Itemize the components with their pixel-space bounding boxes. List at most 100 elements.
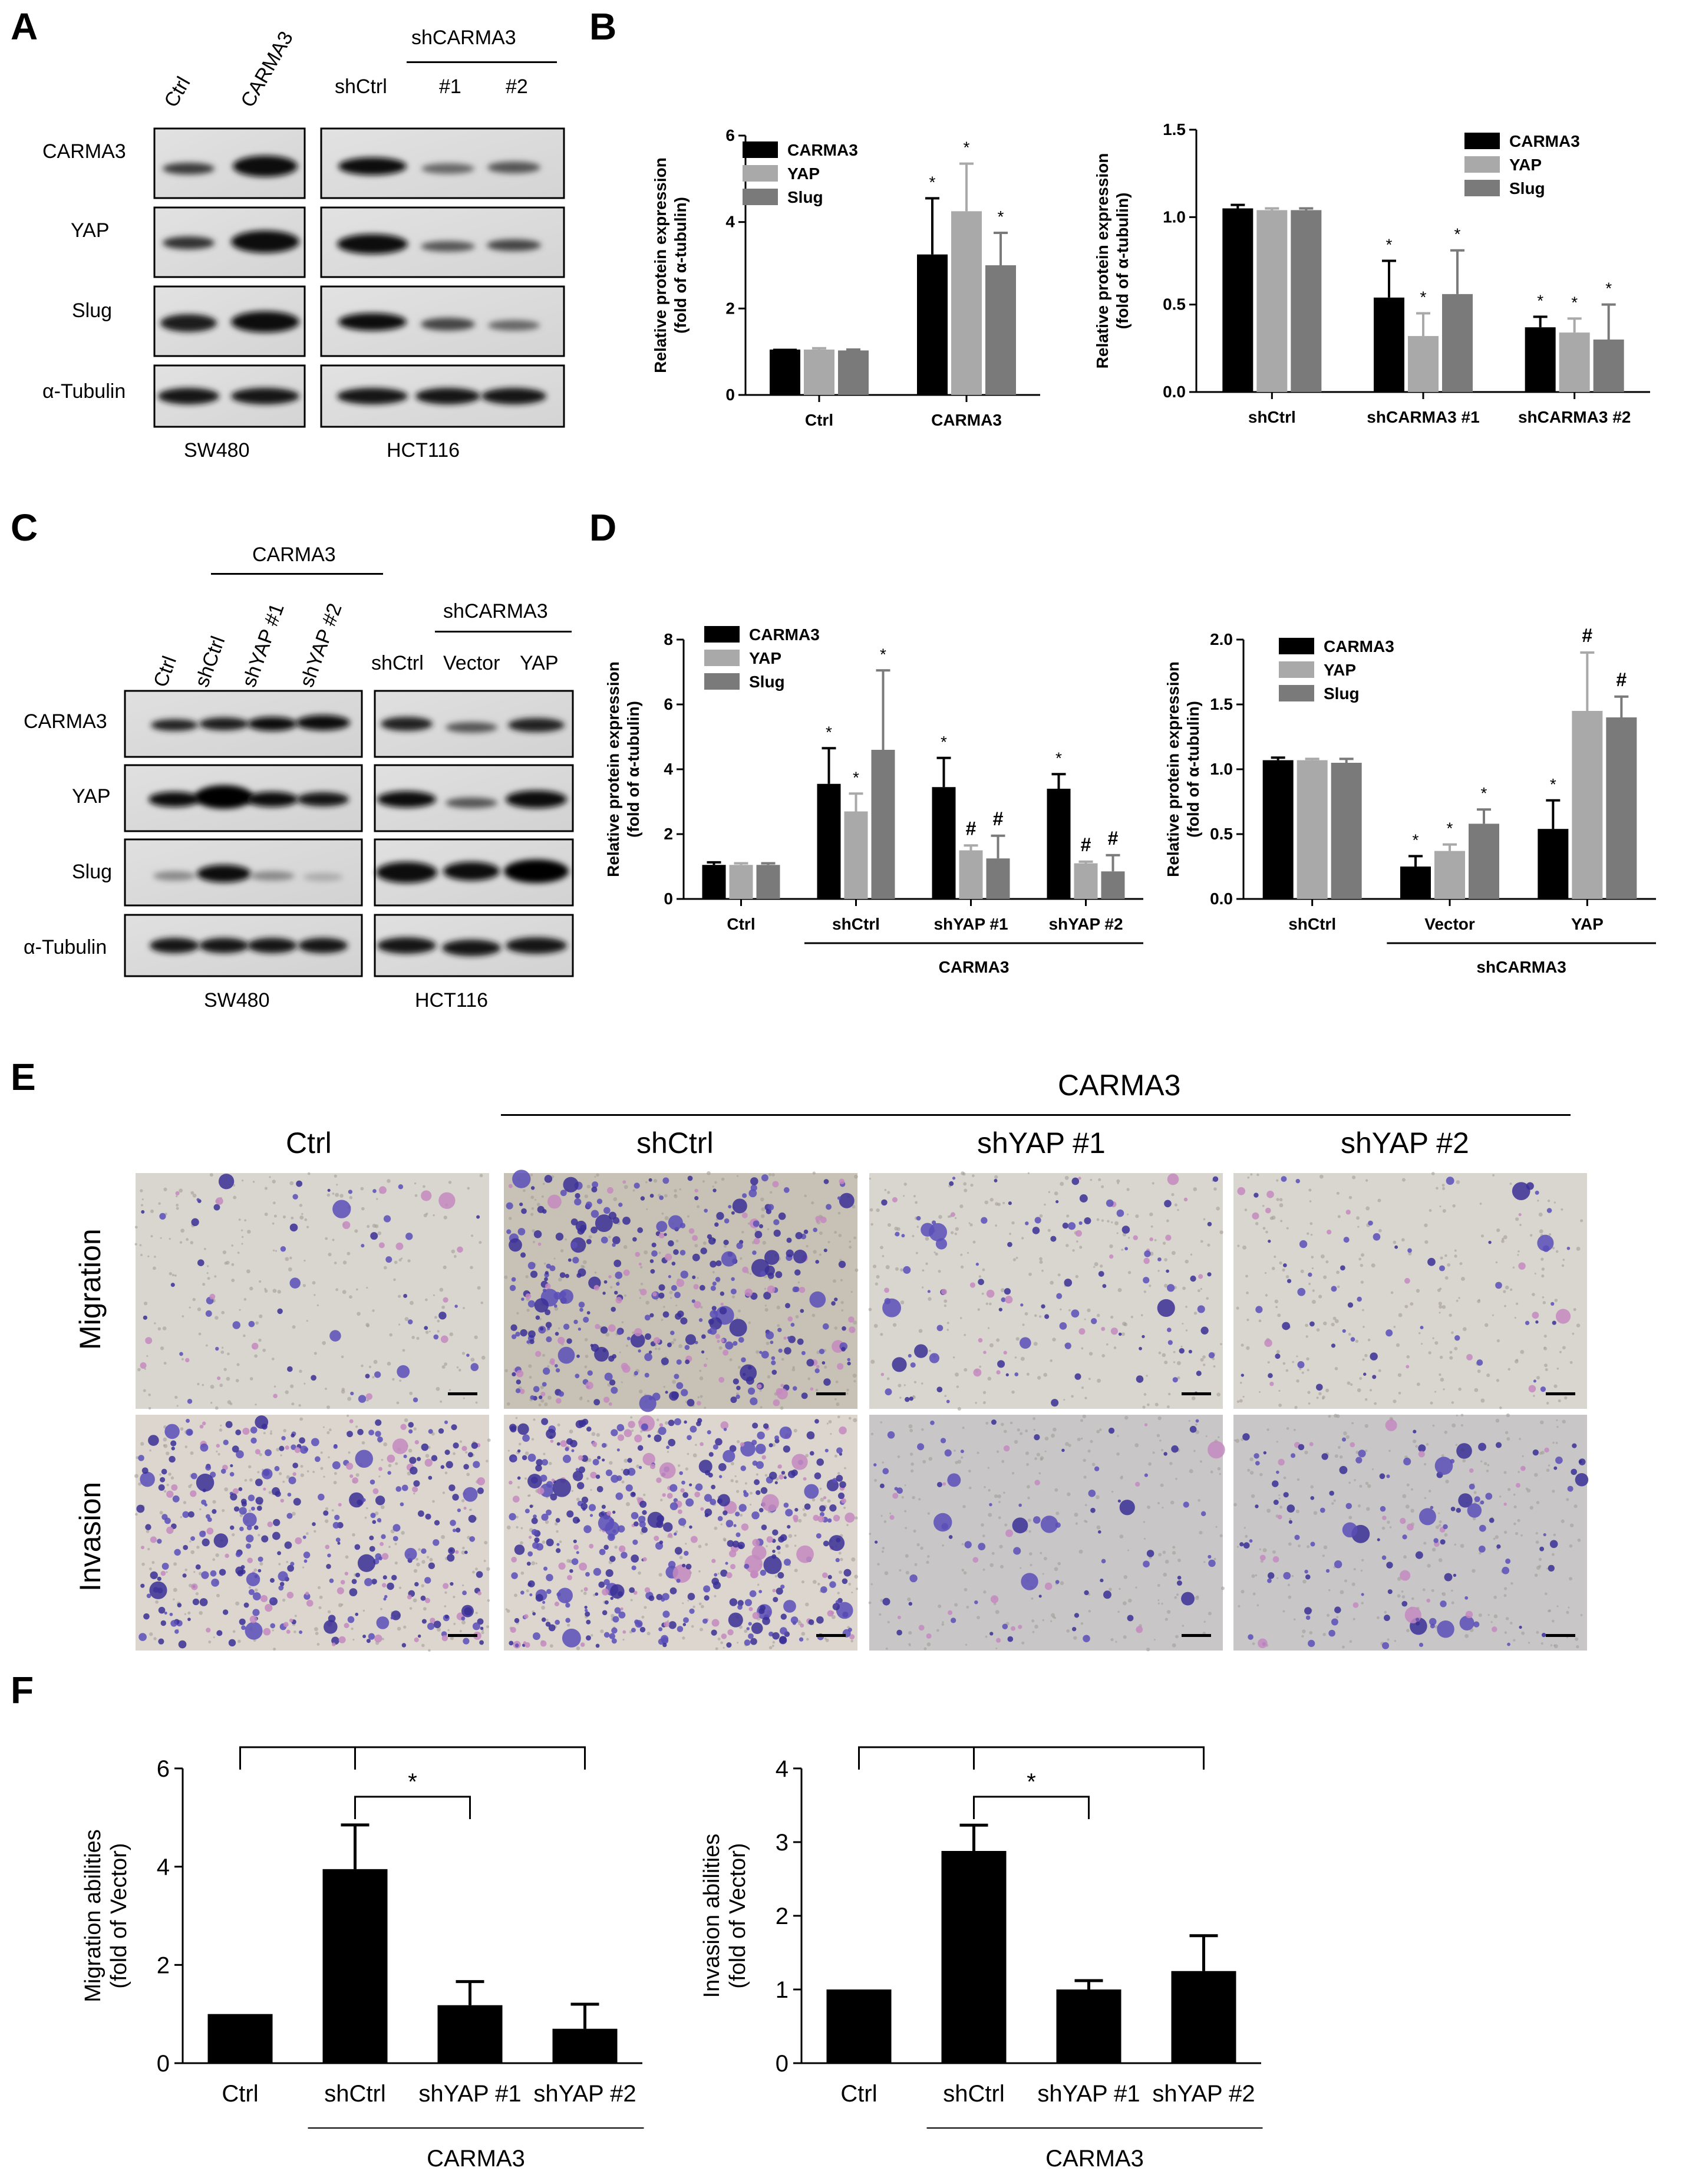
bar: [826, 1989, 892, 2063]
stained-cell: [279, 1445, 285, 1451]
stained-cell: [1294, 1534, 1300, 1540]
membrane-pore: [1322, 1554, 1325, 1557]
stained-cell: [560, 1190, 567, 1197]
stained-cell: [533, 1514, 537, 1518]
membrane-pore: [1510, 1622, 1513, 1625]
membrane-pore: [706, 1358, 708, 1360]
stained-cell: [751, 1545, 767, 1560]
membrane-pore: [720, 1641, 724, 1645]
stained-cell: [352, 1477, 359, 1484]
membrane-pore: [1480, 1460, 1483, 1462]
stained-cell: [1528, 1385, 1536, 1393]
y-tick-label: 2.0: [1210, 630, 1233, 648]
stained-cell: [674, 1373, 679, 1379]
membrane-pore: [1365, 1179, 1368, 1182]
stained-cell: [304, 1559, 308, 1563]
membrane-pore: [1055, 1511, 1060, 1516]
stained-cell: [732, 1198, 747, 1214]
membrane-pore: [837, 1592, 840, 1595]
membrane-pore: [253, 1568, 258, 1572]
stained-cell: [365, 1393, 373, 1400]
membrane-pore: [1514, 1316, 1516, 1319]
membrane-pore: [1172, 1546, 1176, 1549]
stained-cell: [639, 1521, 646, 1528]
stained-cell: [517, 1228, 526, 1236]
stained-cell: [712, 1444, 718, 1450]
membrane-pore: [723, 1537, 727, 1541]
membrane-pore: [579, 1396, 583, 1401]
scale-bar: [1546, 1634, 1575, 1637]
stained-cell: [612, 1236, 621, 1244]
membrane-pore: [433, 1294, 436, 1296]
membrane-pore: [479, 1174, 483, 1178]
stained-cell: [1555, 1456, 1563, 1464]
membrane-pore: [1259, 1473, 1263, 1477]
membrane-pore: [624, 1294, 627, 1297]
membrane-pore: [1246, 1346, 1250, 1350]
membrane-pore: [1039, 1260, 1043, 1264]
lane-label: #1: [439, 75, 461, 98]
membrane-pore: [1459, 1262, 1463, 1266]
stained-cell: [169, 1455, 176, 1463]
membrane-pore: [1487, 1464, 1490, 1467]
membrane-pore: [1543, 1363, 1548, 1368]
membrane-pore: [509, 1217, 512, 1220]
membrane-pore: [541, 1195, 544, 1198]
stained-cell: [822, 1572, 828, 1579]
blot-band: [376, 862, 437, 883]
membrane-pore: [140, 1442, 144, 1446]
membrane-pore: [754, 1229, 757, 1232]
membrane-pore: [1351, 1175, 1356, 1180]
membrane-pore: [1439, 1373, 1441, 1376]
membrane-pore: [312, 1281, 316, 1285]
stained-cell: [622, 1216, 631, 1225]
significance-bracket: [973, 1796, 1090, 1819]
stained-cell: [780, 1534, 787, 1541]
membrane-pore: [915, 1251, 918, 1254]
membrane-pore: [224, 1487, 229, 1492]
membrane-pore: [138, 1482, 141, 1486]
stained-cell: [1167, 1340, 1173, 1345]
stained-cell: [292, 1462, 298, 1468]
membrane-pore: [1502, 1237, 1505, 1241]
stained-cell: [728, 1205, 732, 1209]
stained-cell: [1400, 1570, 1411, 1581]
membrane-pore: [290, 1384, 294, 1388]
stained-cell: [452, 1494, 459, 1501]
membrane-pore: [334, 1261, 337, 1264]
y-tick-label: 2: [664, 825, 673, 843]
stained-cell: [332, 1642, 336, 1646]
membrane-pore: [954, 1232, 958, 1236]
membrane-pore: [326, 1431, 330, 1434]
membrane-pore: [702, 1241, 707, 1245]
membrane-pore: [591, 1634, 593, 1637]
membrane-pore: [1266, 1508, 1271, 1513]
stained-cell: [710, 1285, 716, 1291]
stained-cell: [703, 1585, 711, 1593]
stained-cell: [527, 1454, 536, 1462]
stained-cell: [558, 1562, 566, 1570]
membrane-pore: [1576, 1645, 1579, 1649]
stained-cell: [787, 1336, 791, 1340]
membrane-pore: [1406, 1629, 1410, 1632]
membrane-pore: [759, 1389, 762, 1392]
significance-mark: *: [1454, 225, 1461, 243]
stained-cell: [778, 1474, 784, 1480]
stained-cell: [750, 1571, 758, 1579]
membrane-pore: [1492, 1174, 1495, 1177]
stained-cell: [804, 1484, 819, 1499]
stained-cell: [836, 1447, 843, 1454]
stained-cell: [305, 1592, 309, 1596]
stained-cell: [794, 1269, 801, 1276]
membrane-pore: [1322, 1397, 1325, 1400]
membrane-pore: [533, 1418, 536, 1421]
significance-mark: #: [1616, 669, 1627, 690]
stained-cell: [424, 1597, 431, 1603]
stained-cell: [267, 1521, 273, 1527]
membrane-pore: [587, 1399, 590, 1402]
membrane-pore: [1192, 1396, 1196, 1401]
stained-cell: [408, 1422, 414, 1428]
blot-band: [506, 937, 567, 954]
membrane-pore: [315, 1632, 319, 1635]
membrane-pore: [964, 1368, 968, 1372]
